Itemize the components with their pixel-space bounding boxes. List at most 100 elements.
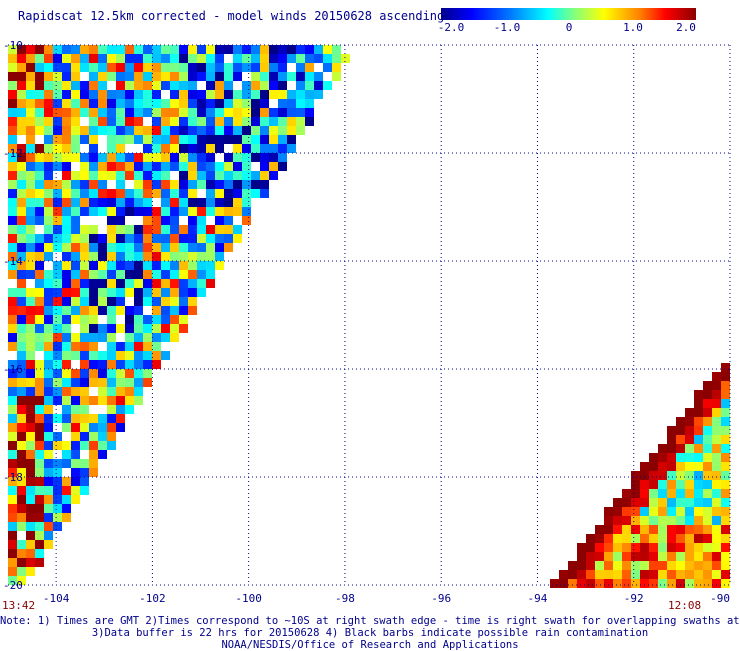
wind-cell: [341, 54, 350, 63]
wind-cell: [143, 144, 152, 153]
wind-cell: [26, 225, 35, 234]
wind-cell: [8, 234, 17, 243]
wind-cell: [197, 117, 206, 126]
wind-cell: [35, 324, 44, 333]
wind-cell: [35, 234, 44, 243]
right-swath-time: 12:08: [668, 599, 701, 612]
wind-cell: [197, 99, 206, 108]
wind-cell: [98, 396, 107, 405]
wind-cell: [152, 207, 161, 216]
wind-cell: [89, 270, 98, 279]
wind-cell: [125, 261, 134, 270]
wind-cell: [53, 333, 62, 342]
wind-cell: [197, 144, 206, 153]
wind-cell: [721, 363, 730, 372]
wind-cell: [125, 342, 134, 351]
wind-cell: [89, 54, 98, 63]
wind-cell: [703, 462, 712, 471]
wind-cell: [694, 543, 703, 552]
wind-cell: [17, 333, 26, 342]
wind-cell: [17, 117, 26, 126]
wind-cell: [125, 279, 134, 288]
wind-cell: [116, 153, 125, 162]
wind-cell: [116, 117, 125, 126]
wind-cell: [17, 216, 26, 225]
wind-cell: [98, 81, 107, 90]
wind-cell: [269, 72, 278, 81]
wind-cell: [197, 261, 206, 270]
wind-cell: [224, 234, 233, 243]
wind-cell: [224, 216, 233, 225]
wind-cell: [17, 387, 26, 396]
wind-cell: [604, 552, 613, 561]
wind-cell: [332, 72, 341, 81]
wind-cell: [161, 99, 170, 108]
wind-cell: [649, 462, 658, 471]
wind-cell: [53, 414, 62, 423]
wind-cell: [640, 498, 649, 507]
wind-cell: [8, 306, 17, 315]
wind-cell: [215, 207, 224, 216]
wind-cell: [53, 234, 62, 243]
wind-cell: [26, 459, 35, 468]
wind-cell: [26, 495, 35, 504]
wind-cell: [152, 180, 161, 189]
wind-cell: [577, 543, 586, 552]
wind-cell: [62, 414, 71, 423]
wind-cell: [53, 459, 62, 468]
wind-cell: [161, 252, 170, 261]
wind-cell: [161, 207, 170, 216]
wind-cell: [107, 216, 116, 225]
wind-cell: [116, 297, 125, 306]
wind-cell: [152, 108, 161, 117]
wind-cell: [188, 54, 197, 63]
wind-cell: [694, 417, 703, 426]
latitude-tick: -16: [3, 363, 23, 376]
wind-cell: [278, 144, 287, 153]
wind-cell: [125, 81, 134, 90]
wind-cell: [26, 306, 35, 315]
wind-cell: [8, 468, 17, 477]
wind-cell: [188, 171, 197, 180]
wind-cell: [242, 117, 251, 126]
wind-cell: [35, 144, 44, 153]
wind-cell: [152, 126, 161, 135]
wind-cell: [613, 552, 622, 561]
wind-cell: [98, 387, 107, 396]
wind-cell: [134, 198, 143, 207]
wind-cell: [685, 543, 694, 552]
wind-cell: [658, 534, 667, 543]
wind-cell: [53, 288, 62, 297]
wind-cell: [179, 306, 188, 315]
wind-cell: [685, 435, 694, 444]
wind-cell: [53, 135, 62, 144]
wind-cell: [71, 99, 80, 108]
longitude-tick: -102: [139, 592, 166, 605]
wind-cell: [8, 360, 17, 369]
wind-cell: [206, 180, 215, 189]
wind-cell: [170, 153, 179, 162]
wind-cell: [62, 378, 71, 387]
wind-cell: [224, 117, 233, 126]
wind-cell: [35, 72, 44, 81]
wind-cell: [170, 243, 179, 252]
wind-cell: [8, 126, 17, 135]
wind-cell: [125, 288, 134, 297]
wind-cell: [26, 45, 35, 54]
wind-cell: [206, 225, 215, 234]
wind-cell: [35, 243, 44, 252]
wind-cell: [44, 252, 53, 261]
wind-cell: [26, 144, 35, 153]
wind-cell: [152, 288, 161, 297]
wind-cell: [17, 468, 26, 477]
wind-cell: [685, 480, 694, 489]
note-line-2: 3)Data buffer is 22 hrs for 20150628 4) …: [91, 627, 649, 639]
wind-cell: [269, 108, 278, 117]
wind-cell: [179, 288, 188, 297]
wind-cell: [89, 396, 98, 405]
wind-cell: [197, 108, 206, 117]
wind-cell: [62, 288, 71, 297]
wind-cell: [703, 453, 712, 462]
longitude-tick: -90: [710, 592, 730, 605]
wind-cell: [676, 444, 685, 453]
